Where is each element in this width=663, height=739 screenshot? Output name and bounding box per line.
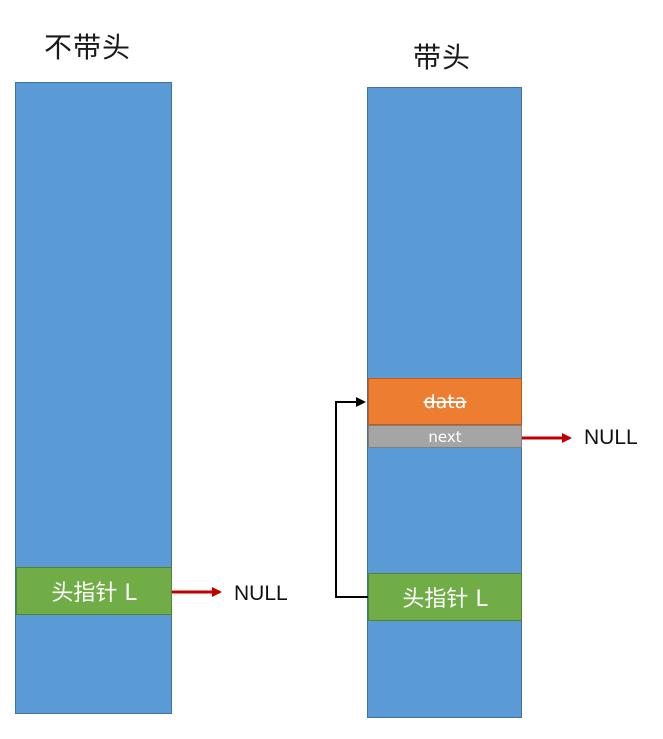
head-pointer-right: 头指针 L [368,573,522,621]
head-pointer-left: 头指针 L [16,567,172,615]
head-node-data-field: data [368,378,522,425]
head-pointer-left-label: 头指针 L [51,581,137,606]
data-field-label: data [423,390,467,413]
next-field-label: next [428,427,462,446]
null-label-left: NULL [234,582,288,605]
null-label-right: NULL [584,426,638,449]
head-pointer-link-arrow [335,397,368,598]
title-with-head: 带头 [413,41,472,74]
title-no-head: 不带头 [44,31,132,64]
head-pointer-right-label: 头指针 L [402,587,488,612]
head-node-next-field: next [368,425,522,448]
